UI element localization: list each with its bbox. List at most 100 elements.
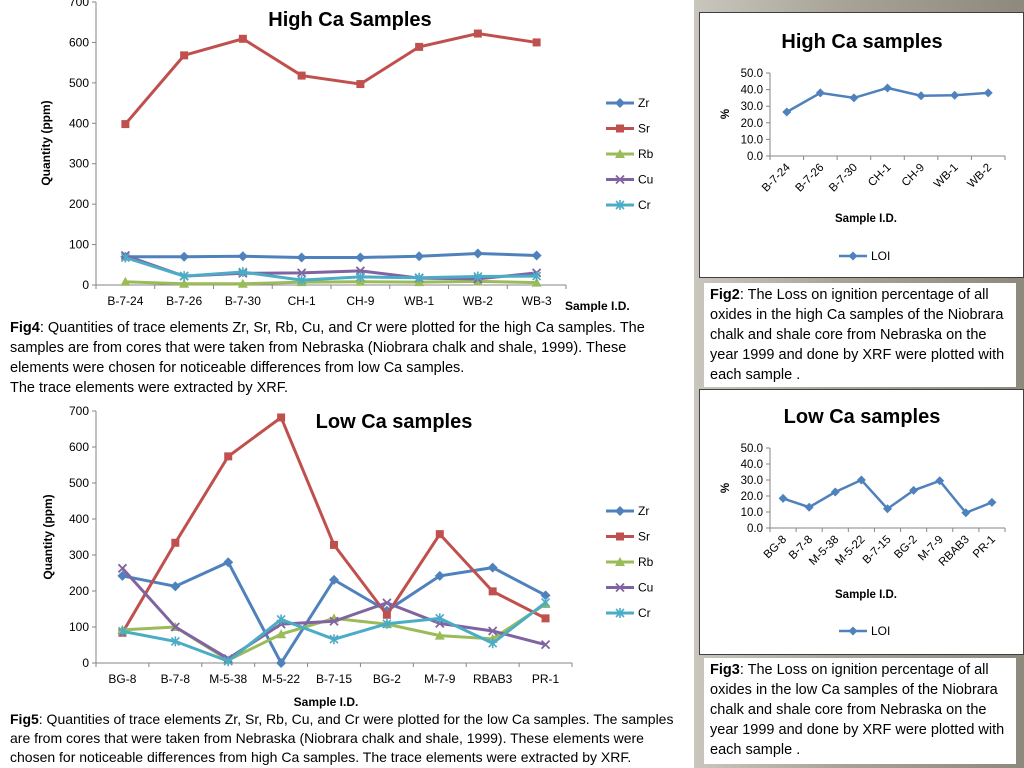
fig4-x-tick-label: WB-3	[522, 294, 552, 308]
fig2-x-tick-label: WB-2	[966, 162, 995, 191]
fig3-point-loi	[883, 504, 892, 514]
fig5-legend-label-sr: Sr	[638, 530, 650, 544]
fig3-legend-marker-loi	[848, 626, 858, 636]
fig5-point-zr	[170, 581, 181, 592]
fig5-y-tick-label: 700	[69, 404, 89, 418]
fig5-series-cr	[117, 597, 551, 667]
fig5-legend-marker-cr	[615, 608, 625, 618]
fig5-point-cr	[223, 656, 233, 667]
fig4-legend-marker-cr	[615, 200, 625, 210]
fig2-y-tick-label: 40.0	[741, 85, 763, 97]
fig5-point-cu	[488, 626, 498, 636]
fig5-point-zr	[329, 574, 339, 585]
fig3-x-tick-label: B-7-15	[861, 534, 894, 567]
fig3-point-loi	[961, 508, 971, 518]
fig4-series-zr	[120, 248, 542, 263]
fig4-point-zr	[531, 250, 542, 261]
fig2-point-loi	[916, 91, 926, 101]
fig5-point-cr	[329, 634, 339, 645]
fig4-point-zr	[355, 252, 366, 263]
fig5-point-cr	[382, 618, 392, 629]
fig2-x-tick-label: CH-1	[866, 162, 893, 189]
fig5-point-cr	[117, 626, 128, 637]
fig2-y-tick-label: 50.0	[741, 68, 763, 80]
fig2-chart-box: High Ca samples 0.0 10.0 20.0 30.0 40.0 50.0 B-…	[699, 12, 1024, 278]
fig4-point-cr	[473, 271, 483, 282]
fig4-point-zr	[296, 252, 307, 263]
fig3-caption-text: : The Loss on ignition percentage of all…	[710, 662, 1005, 758]
fig5-y-tick-label: 600	[69, 440, 89, 454]
fig3-y-tick-label: 10.0	[741, 507, 763, 519]
fig3-y-tick-label: 20.0	[741, 491, 763, 503]
fig5-legend-marker-sr	[616, 532, 624, 541]
fig4-y-tick-label: 500	[69, 76, 89, 90]
fig3-x-tick-label: BG-2	[892, 534, 919, 561]
fig4-x-tick-label: B-7-30	[225, 294, 261, 308]
fig4-x-tick-label: CH-1	[288, 294, 316, 308]
fig4-caption-label: Fig4	[10, 320, 40, 336]
fig4-caption: Fig4: Quantities of trace elements Zr, S…	[10, 318, 688, 398]
fig5-point-zr	[117, 570, 128, 581]
fig5-point-cr	[170, 636, 180, 647]
fig5-series-zr	[117, 557, 551, 668]
fig4-caption-text: : Quantities of trace elements Zr, Sr, R…	[10, 320, 645, 376]
fig5-y-tick-label: 200	[69, 584, 89, 598]
fig2-y-tick-label: 20.0	[741, 118, 763, 130]
fig5-point-cu	[329, 616, 339, 626]
fig5-point-cu	[117, 563, 128, 573]
fig5-x-tick-label: PR-1	[532, 672, 560, 686]
fig2-point-loi	[782, 107, 792, 117]
fig4-point-cu	[296, 268, 307, 278]
fig3-series-loi	[778, 475, 997, 518]
fig4-point-sr	[473, 29, 482, 38]
fig4-point-cr	[120, 252, 130, 263]
fig5-legend-label-cr: Cr	[638, 606, 651, 620]
fig4-legend-marker-cu	[615, 174, 625, 185]
fig2-x-tick-label: B-7-30	[827, 162, 860, 195]
fig4-point-sr	[532, 38, 541, 47]
fig4-point-cr	[238, 267, 248, 278]
fig5-y-tick-label: 100	[69, 620, 89, 634]
fig4-caption-text2: The trace elements were extracted by XRF…	[10, 380, 289, 396]
fig5-point-sr	[277, 413, 286, 422]
fig2-x-tick-label: CH-9	[900, 162, 927, 189]
fig4-legend-label-sr: Sr	[638, 122, 650, 136]
fig2-title: High Ca samples	[781, 31, 942, 53]
fig5-x-tick-label: BG-8	[108, 672, 136, 686]
fig4-legend-label-cr: Cr	[638, 198, 651, 212]
fig5-legend-marker-cu	[615, 582, 625, 593]
fig4-point-sr	[121, 120, 130, 129]
fig4-point-zr	[237, 251, 248, 262]
fig5-y-tick-label: 400	[69, 512, 89, 526]
fig4-series-line-cr	[124, 256, 537, 282]
fig3-x-tick-label: M-5-22	[833, 534, 867, 568]
fig5-point-rb	[434, 630, 445, 640]
fig3-x-tick-label: PR-1	[971, 534, 998, 561]
fig4-point-cr	[297, 275, 307, 286]
fig5-point-cu	[170, 622, 180, 632]
fig3-point-loi	[830, 487, 840, 497]
fig3-y-axis-title: %	[720, 483, 732, 493]
fig4-x-tick-label: B-7-26	[166, 294, 202, 308]
fig2-y-tick-label: 10.0	[741, 134, 763, 146]
fig4-series-line-sr	[124, 32, 537, 126]
fig4-series-line-rb	[125, 279, 537, 286]
fig4-x-tick-label: B-7-24	[107, 294, 143, 308]
fig5-point-cu	[382, 598, 392, 608]
fig5-x-tick-label: BG-2	[373, 672, 401, 686]
fig5-caption-label: Fig5	[10, 711, 39, 727]
fig4-series-cr	[120, 252, 542, 286]
fig5-point-cu	[540, 640, 551, 650]
fig5-x-tick-label: B-7-8	[161, 672, 191, 686]
fig5-point-sr	[382, 610, 391, 619]
fig3-point-loi	[935, 476, 945, 486]
fig4-point-cr	[355, 271, 365, 282]
fig2-legend-label-loi: LOI	[871, 249, 890, 263]
fig5-x-tick-label: M-5-38	[209, 672, 247, 686]
fig4-y-axis-title: Quantity (ppm)	[39, 100, 53, 185]
fig3-point-loi	[804, 502, 814, 512]
fig4-point-cr	[532, 271, 542, 282]
fig4-point-sr	[356, 80, 365, 89]
fig2-caption-text: : The Loss on ignition percentage of all…	[710, 287, 1005, 383]
fig5-point-sr	[541, 614, 550, 623]
